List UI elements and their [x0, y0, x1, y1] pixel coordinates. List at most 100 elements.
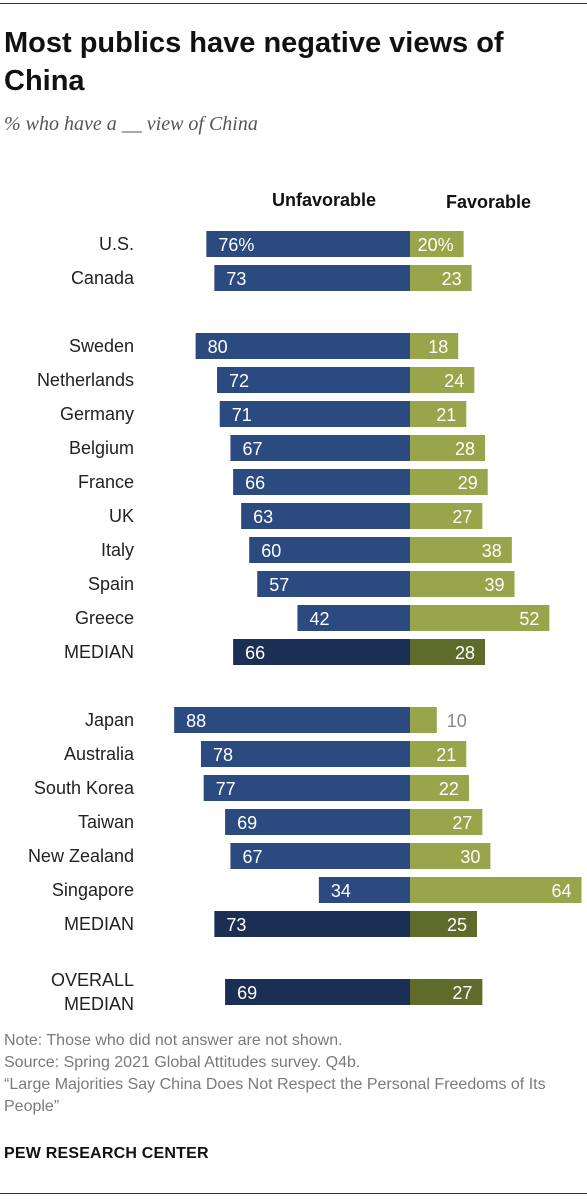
category-label: Greece — [75, 608, 134, 628]
bar-unfavorable — [206, 231, 410, 257]
value-label-unfavorable: 69 — [237, 813, 257, 833]
bar-favorable — [410, 401, 467, 427]
value-label-unfavorable: 66 — [245, 643, 265, 663]
bar-favorable — [410, 571, 515, 597]
value-label-unfavorable: 66 — [245, 473, 265, 493]
bar-favorable — [410, 809, 483, 835]
value-label-favorable: 28 — [455, 643, 475, 663]
value-label-favorable: 52 — [519, 609, 539, 629]
bar-unfavorable — [249, 537, 410, 563]
source-text: Source: Spring 2021 Global Attitudes sur… — [4, 1054, 361, 1071]
category-label: MEDIAN — [64, 642, 134, 662]
bar-unfavorable — [233, 639, 410, 665]
value-label-unfavorable: 73 — [226, 269, 246, 289]
bar-favorable — [410, 775, 469, 801]
value-label-unfavorable: 78 — [213, 745, 233, 765]
value-label-favorable: 30 — [460, 847, 480, 867]
value-label-favorable: 28 — [455, 439, 475, 459]
value-label-unfavorable: 69 — [237, 983, 257, 1003]
category-label: New Zealand — [28, 846, 134, 866]
bar-unfavorable — [318, 877, 410, 903]
bar-favorable — [410, 503, 483, 529]
legend-favorable: Favorable — [446, 192, 531, 212]
value-label-favorable: 18 — [428, 337, 448, 357]
value-label-favorable: 24 — [444, 371, 464, 391]
category-label: Canada — [71, 268, 135, 288]
bar-favorable — [410, 367, 475, 393]
value-label-favorable: 64 — [551, 881, 571, 901]
value-label-unfavorable: 88 — [186, 711, 206, 731]
note-text: Note: Those who did not answer are not s… — [4, 1032, 343, 1049]
category-label: U.S. — [99, 234, 134, 254]
category-label: Japan — [85, 710, 134, 730]
value-label-unfavorable: 63 — [253, 507, 273, 527]
value-label-unfavorable: 67 — [242, 439, 262, 459]
bottom-rule — [0, 1193, 587, 1194]
bar-favorable — [410, 877, 582, 903]
chart-title: Most publics have negative views of Chin… — [4, 27, 504, 97]
value-label-unfavorable: 77 — [216, 779, 236, 799]
bar-favorable — [410, 911, 477, 937]
bar-unfavorable — [230, 843, 410, 869]
category-label: OVERALL MEDIAN — [51, 970, 134, 1014]
value-label-unfavorable: 72 — [229, 371, 249, 391]
diverging-bar-chart: Unfavorable Favorable U.S. 76% 20% Canada 73 23… — [28, 190, 582, 1014]
bar-favorable — [410, 605, 550, 631]
value-label-unfavorable: 71 — [232, 405, 252, 425]
bar-favorable — [410, 639, 486, 665]
value-label-favorable: 39 — [484, 575, 504, 595]
value-label-unfavorable: 60 — [261, 541, 281, 561]
top-rule — [0, 3, 587, 4]
bar-unfavorable — [200, 741, 410, 767]
value-label-unfavorable: 57 — [269, 575, 289, 595]
category-label: Singapore — [52, 880, 134, 900]
bar-unfavorable — [225, 809, 410, 835]
notes: Note: Those who did not answer are not s… — [4, 1030, 579, 1118]
category-label: Australia — [64, 744, 135, 764]
category-label: Spain — [88, 574, 134, 594]
value-label-favorable: 25 — [447, 915, 467, 935]
value-label-unfavorable: 67 — [242, 847, 262, 867]
bar-unfavorable — [257, 571, 410, 597]
value-label-unfavorable: 34 — [331, 881, 351, 901]
bar-unfavorable — [241, 503, 410, 529]
value-label-favorable: 29 — [458, 473, 478, 493]
value-label-unfavorable: 42 — [309, 609, 329, 629]
bar-unfavorable — [214, 265, 410, 291]
category-label: Germany — [60, 404, 134, 424]
bar-favorable — [410, 741, 467, 767]
chart-subtitle: % who have a __ view of China — [4, 113, 258, 135]
value-label-favorable: 20% — [418, 235, 454, 255]
value-label-favorable: 21 — [436, 405, 456, 425]
bar-unfavorable — [174, 707, 410, 733]
value-label-favorable: 38 — [482, 541, 502, 561]
bar-favorable — [410, 435, 486, 461]
category-label: Sweden — [69, 336, 134, 356]
value-label-favorable: 27 — [452, 813, 472, 833]
bar-unfavorable — [203, 775, 410, 801]
report-title-text: “Large Majorities Say China Does Not Res… — [4, 1076, 546, 1115]
value-label-favorable: 10 — [447, 711, 467, 731]
category-label: South Korea — [34, 778, 135, 798]
category-label: UK — [109, 506, 134, 526]
bar-favorable — [410, 843, 491, 869]
bar-unfavorable — [233, 469, 410, 495]
category-label: Netherlands — [37, 370, 134, 390]
bar-unfavorable — [297, 605, 410, 631]
value-label-unfavorable: 76% — [218, 235, 254, 255]
category-label: MEDIAN — [64, 914, 134, 934]
bar-unfavorable — [230, 435, 410, 461]
bar-unfavorable — [195, 333, 410, 359]
bar-favorable — [410, 231, 464, 257]
value-label-unfavorable: 80 — [208, 337, 228, 357]
bar-favorable — [410, 265, 472, 291]
value-label-favorable: 27 — [452, 507, 472, 527]
value-label-favorable: 27 — [452, 983, 472, 1003]
bar-favorable — [410, 469, 488, 495]
bar-favorable — [410, 333, 459, 359]
category-label: Italy — [101, 540, 134, 560]
bar-favorable — [410, 707, 437, 733]
category-label: France — [78, 472, 134, 492]
bar-favorable — [410, 537, 512, 563]
category-label: Taiwan — [78, 812, 134, 832]
